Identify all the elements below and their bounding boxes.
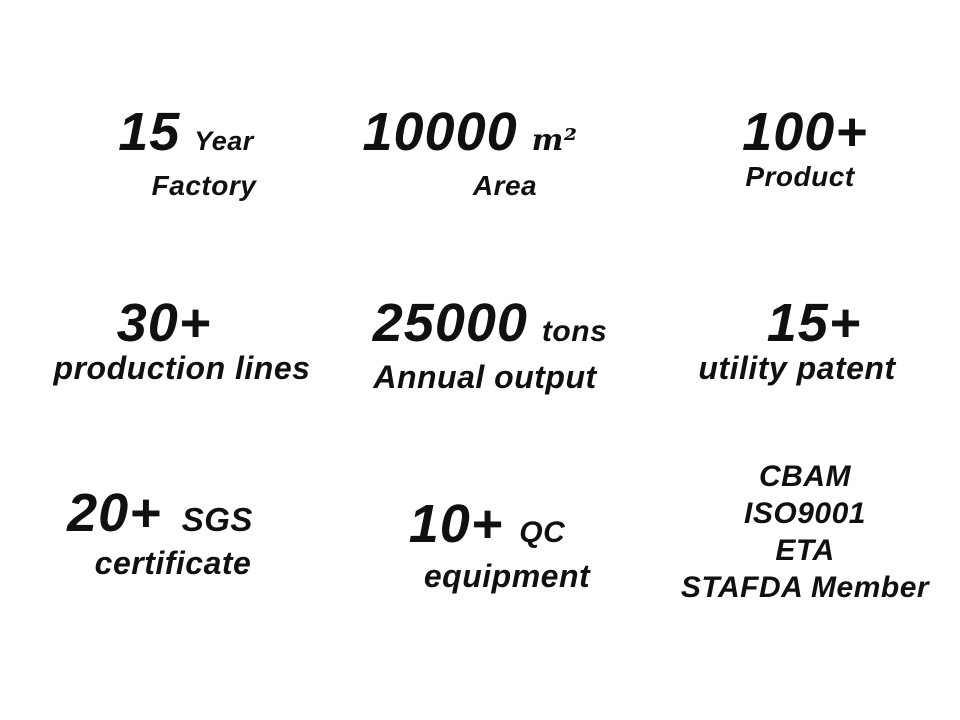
stat-factory-value: 15 (118, 102, 181, 162)
stat-factory-unit: Year (194, 126, 254, 156)
membership-line: ETA (775, 534, 835, 567)
stat-sgs-certificate-value: 20+ (67, 483, 162, 543)
stat-qc-equipment: 10+ QC equipment (340, 494, 640, 595)
stat-factory: 15 Year Factory (45, 102, 345, 203)
membership-line: CBAM (759, 460, 851, 493)
stat-area-number-line: 10000 m² (320, 102, 620, 171)
stat-qc-equipment-number-line: 10+ QC (337, 494, 637, 563)
stat-product-label: Product (745, 161, 855, 192)
stat-utility-patent: 15+ utility patent (650, 293, 960, 387)
stat-area: 10000 m² Area (330, 102, 630, 203)
stat-annual-output-number-line: 25000 tons (340, 293, 640, 362)
stat-product-value: 100+ (742, 102, 868, 162)
stat-annual-output-label: Annual output (373, 359, 597, 395)
stat-production-lines-number-line: 30+ (4, 293, 324, 353)
stat-area-label: Area (472, 170, 538, 201)
stat-sgs-certificate: 20+ SGS certificate (10, 483, 310, 582)
stat-memberships: CBAM ISO9001 ETA STAFDA Member (650, 458, 960, 606)
stat-area-value: 10000 (362, 102, 518, 162)
membership-line: STAFDA Member (680, 571, 930, 604)
stat-qc-equipment-value: 10+ (408, 494, 504, 554)
stat-product: 100+ Product (655, 102, 955, 194)
stat-utility-patent-value: 15+ (766, 293, 862, 353)
stat-factory-label: Factory (151, 170, 257, 201)
stat-qc-equipment-unit: QC (519, 516, 566, 549)
stat-product-number-line: 100+ (655, 102, 955, 162)
stat-production-lines-label: production lines (53, 350, 311, 386)
stat-production-lines: 30+ production lines (30, 293, 350, 387)
stat-area-unit: m² (531, 123, 578, 158)
stat-sgs-certificate-number-line: 20+ SGS (10, 483, 310, 550)
stat-annual-output: 25000 tons Annual output (340, 293, 640, 396)
stat-sgs-certificate-label: certificate (94, 545, 252, 581)
stat-annual-output-unit: tons (541, 315, 608, 348)
stat-sgs-certificate-unit: SGS (181, 501, 253, 538)
stat-production-lines-value: 30+ (116, 293, 212, 353)
stat-qc-equipment-label: equipment (423, 558, 591, 594)
stat-factory-number-line: 15 Year (36, 102, 336, 171)
stat-utility-patent-number-line: 15+ (659, 293, 960, 353)
stat-annual-output-value: 25000 (372, 293, 528, 353)
membership-line: ISO9001 (744, 497, 866, 530)
stat-utility-patent-label: utility patent (698, 350, 896, 386)
